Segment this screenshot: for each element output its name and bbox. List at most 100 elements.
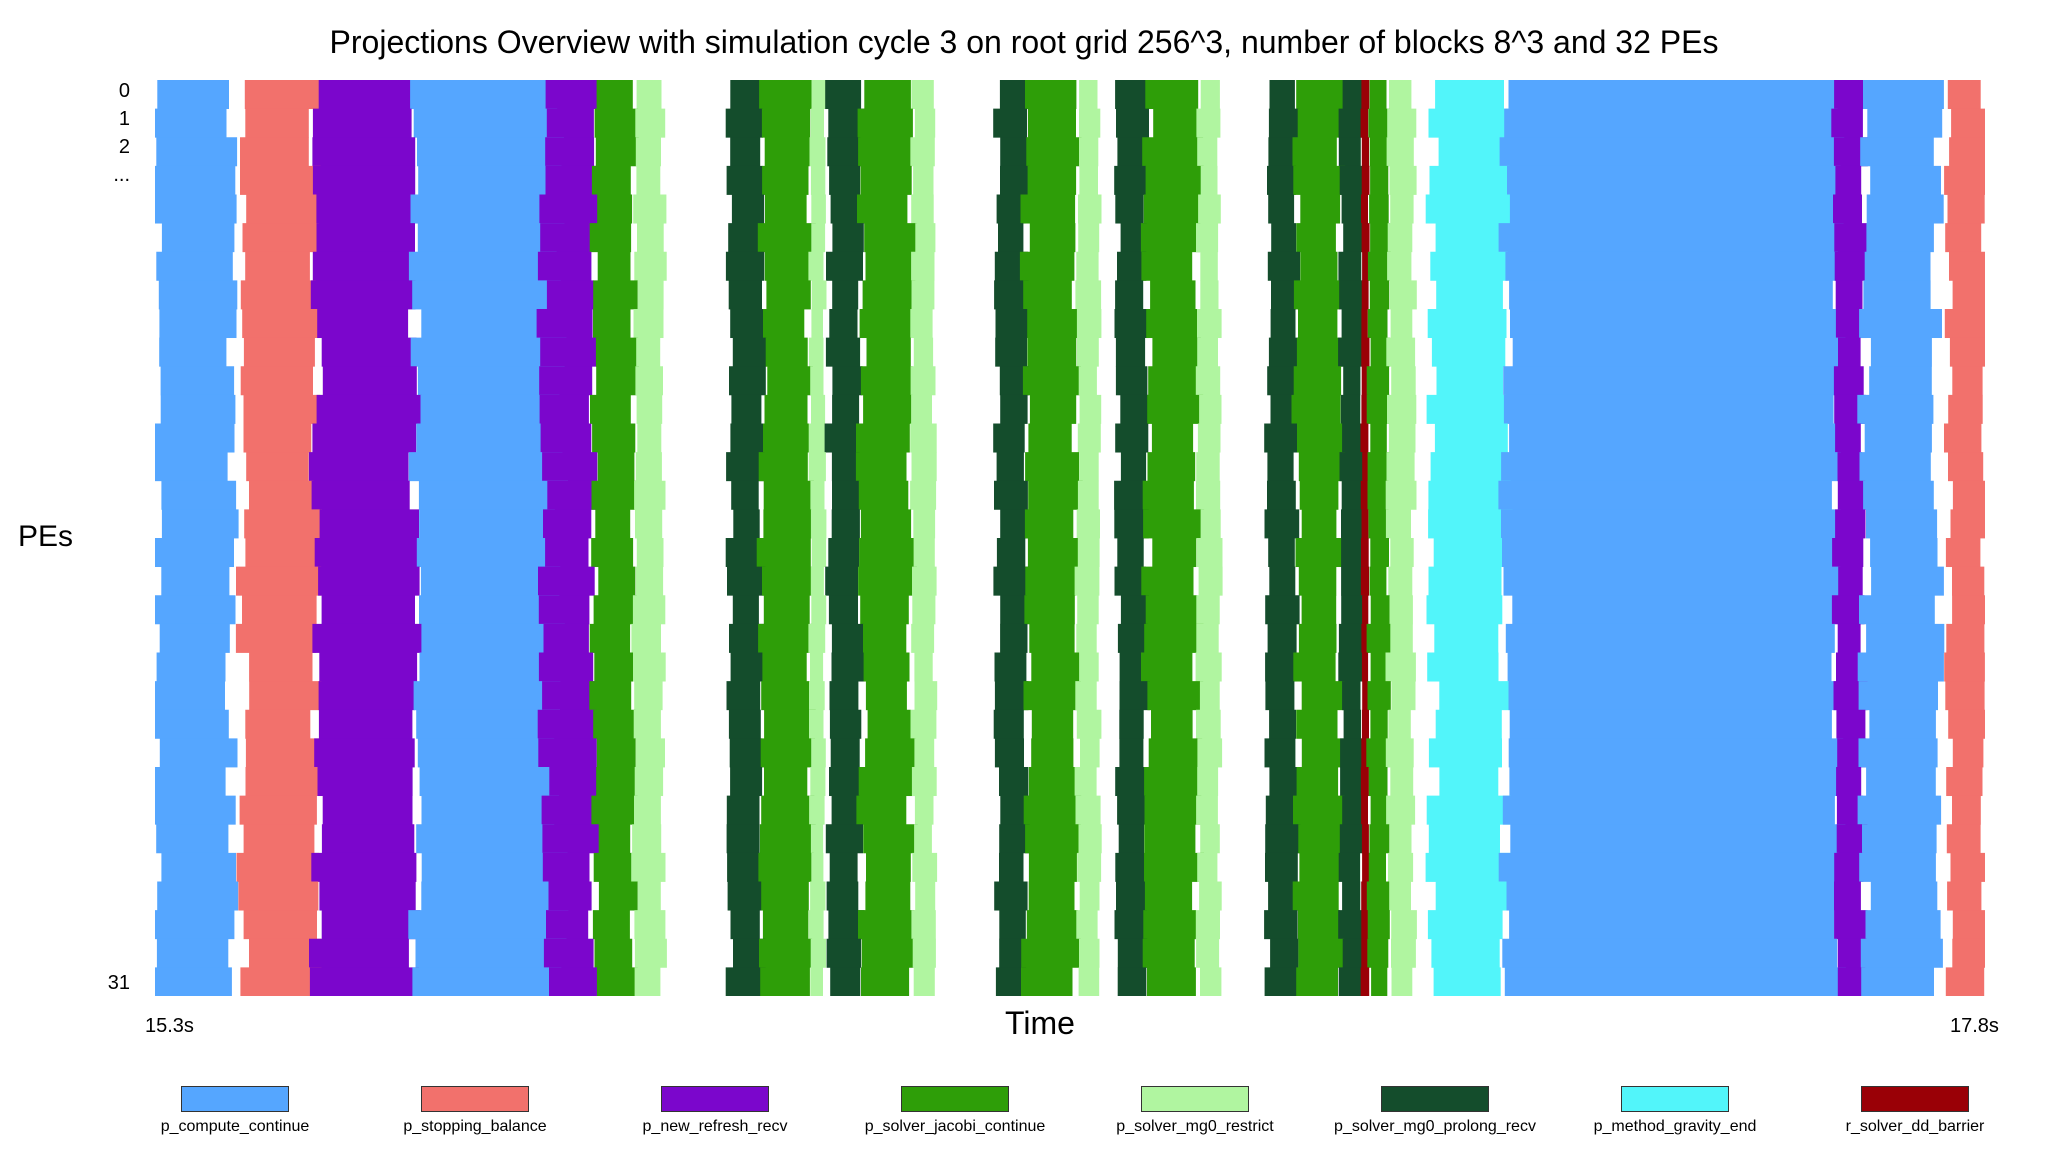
- event-block: [1143, 910, 1197, 940]
- event-block: [598, 566, 636, 596]
- event-block: [545, 165, 597, 195]
- event-block: [1077, 595, 1099, 625]
- event-block: [543, 623, 589, 653]
- event-block: [866, 852, 911, 882]
- event-block: [1871, 566, 1944, 596]
- event-block: [1268, 194, 1295, 224]
- event-block: [1197, 309, 1222, 339]
- event-block: [1367, 251, 1391, 281]
- event-block: [1025, 824, 1081, 854]
- event-block: [826, 251, 863, 281]
- y-tick-label: 0: [118, 80, 130, 102]
- event-block: [858, 910, 915, 940]
- event-block: [635, 509, 663, 539]
- event-block: [1141, 566, 1194, 596]
- event-block: [913, 165, 934, 195]
- event-block: [312, 251, 412, 281]
- event-block: [830, 194, 860, 224]
- event-block: [1863, 80, 1944, 110]
- event-block: [1296, 967, 1338, 997]
- event-block: [242, 595, 317, 625]
- legend-item: p_solver_mg0_prolong_recv: [1315, 1086, 1555, 1136]
- event-block: [726, 165, 763, 195]
- event-block: [1361, 165, 1370, 195]
- event-block: [808, 910, 824, 940]
- x-end-label: 17.8s: [1950, 1015, 1999, 1037]
- event-block: [808, 623, 826, 653]
- event-block: [155, 795, 236, 825]
- event-block: [249, 480, 314, 510]
- event-block: [1832, 538, 1864, 568]
- event-block: [636, 538, 664, 568]
- event-block: [914, 652, 933, 682]
- event-block: [1117, 623, 1148, 653]
- event-block: [318, 80, 418, 110]
- event-block: [1338, 337, 1362, 367]
- event-block: [1360, 480, 1368, 510]
- event-block: [412, 967, 562, 997]
- event-block: [730, 309, 765, 339]
- event-block: [1267, 251, 1301, 281]
- event-block: [314, 738, 415, 768]
- event-block: [1385, 738, 1414, 768]
- event-block: [1429, 165, 1510, 195]
- event-block: [1369, 280, 1390, 310]
- event-block: [243, 394, 320, 424]
- event-block: [1361, 623, 1369, 653]
- event-block: [245, 709, 311, 739]
- event-block: [1026, 137, 1082, 167]
- event-block: [419, 595, 560, 625]
- event-block: [1362, 595, 1369, 625]
- event-block: [1361, 938, 1369, 968]
- event-block: [1425, 194, 1513, 224]
- event-block: [632, 595, 666, 625]
- event-block: [1503, 366, 1837, 396]
- event-block: [1368, 509, 1389, 539]
- event-block: [1079, 394, 1102, 424]
- event-block: [1267, 366, 1296, 396]
- event-block: [860, 509, 912, 539]
- event-block: [1293, 366, 1342, 396]
- event-block: [1950, 509, 1985, 539]
- event-block: [1428, 738, 1502, 768]
- event-block: [240, 165, 321, 195]
- event-block: [1153, 108, 1198, 138]
- event-block: [757, 223, 816, 253]
- event-block: [1505, 251, 1838, 281]
- event-block: [1029, 394, 1077, 424]
- event-block: [321, 595, 415, 625]
- event-block: [1435, 709, 1502, 739]
- event-block: [635, 366, 663, 396]
- event-block: [1389, 280, 1417, 310]
- event-block: [1861, 967, 1934, 997]
- legend-swatch: [1141, 1086, 1249, 1112]
- event-block: [911, 767, 937, 797]
- event-block: [416, 538, 561, 568]
- event-block: [1292, 137, 1337, 167]
- x-axis-label: Time: [1005, 1005, 1075, 1041]
- event-block: [811, 852, 824, 882]
- event-block: [592, 910, 630, 940]
- event-block: [994, 681, 1029, 711]
- event-block: [1509, 910, 1835, 940]
- event-block: [1296, 337, 1344, 367]
- timeline-plot[interactable]: [155, 80, 1985, 997]
- event-block: [1948, 709, 1985, 739]
- legend-item: p_solver_mg0_restrict: [1075, 1086, 1315, 1136]
- event-block: [1338, 852, 1361, 882]
- event-block: [412, 280, 561, 310]
- event-block: [1075, 795, 1101, 825]
- event-block: [1118, 824, 1144, 854]
- event-block: [1144, 767, 1201, 797]
- event-block: [1950, 852, 1985, 882]
- legend-swatch: [421, 1086, 529, 1112]
- event-block: [1027, 165, 1077, 195]
- event-block: [1366, 881, 1391, 911]
- event-block: [238, 881, 319, 911]
- event-block: [1028, 852, 1077, 882]
- event-block: [242, 223, 319, 253]
- event-block: [1439, 767, 1499, 797]
- event-block: [1360, 423, 1369, 453]
- event-block: [631, 852, 666, 882]
- event-block: [730, 80, 761, 110]
